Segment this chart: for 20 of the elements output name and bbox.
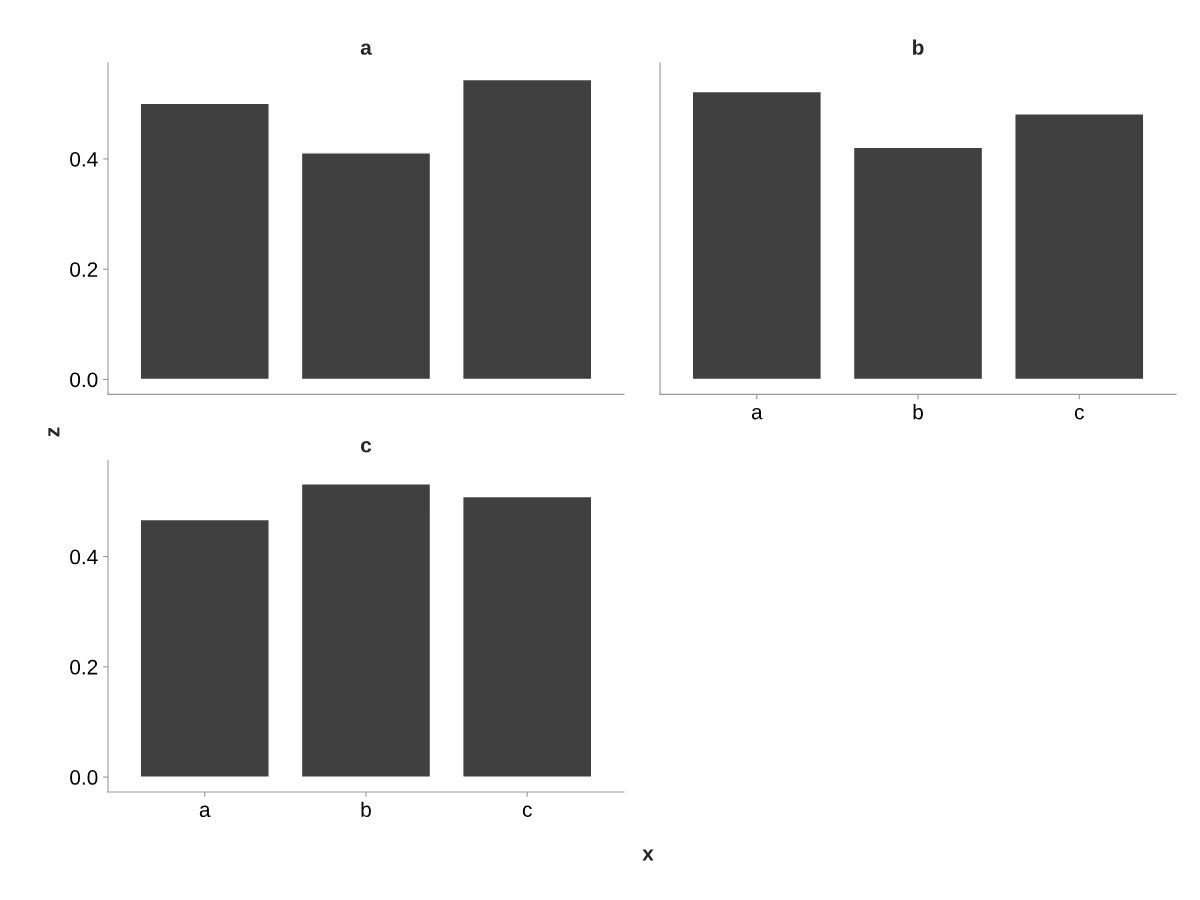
bar (139, 102, 270, 381)
x-tick-label: c (1074, 407, 1084, 420)
x-tick-label: b (361, 801, 371, 818)
y-tick-label: 0.0 (70, 770, 98, 785)
x-tick-label: a (199, 805, 211, 818)
chart-title: c (360, 441, 372, 453)
y-tick-label: 0.4 (70, 151, 98, 167)
x-tick-label: b (913, 404, 923, 420)
x-tick-label: c (522, 805, 532, 818)
x-tick-label: a (751, 407, 763, 420)
y-tick-label: 0.0 (70, 372, 98, 388)
bar (462, 78, 593, 381)
x-axis-title: x (642, 849, 654, 861)
y-axis-title: z (48, 427, 60, 437)
chart-title: b (913, 39, 924, 55)
chart-title: a (360, 43, 372, 55)
y-tick-label: 0.2 (70, 262, 98, 277)
bar (300, 152, 432, 381)
y-tick-label: 0.2 (70, 659, 98, 675)
y-tick-label: 0.4 (70, 549, 98, 565)
